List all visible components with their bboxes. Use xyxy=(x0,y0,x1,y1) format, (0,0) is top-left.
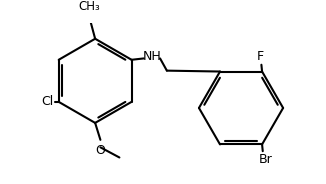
Text: O: O xyxy=(96,144,105,157)
Text: Cl: Cl xyxy=(42,95,54,108)
Text: F: F xyxy=(257,50,264,63)
Text: CH₃: CH₃ xyxy=(78,0,100,13)
Text: NH: NH xyxy=(142,50,161,63)
Text: Br: Br xyxy=(259,153,272,166)
